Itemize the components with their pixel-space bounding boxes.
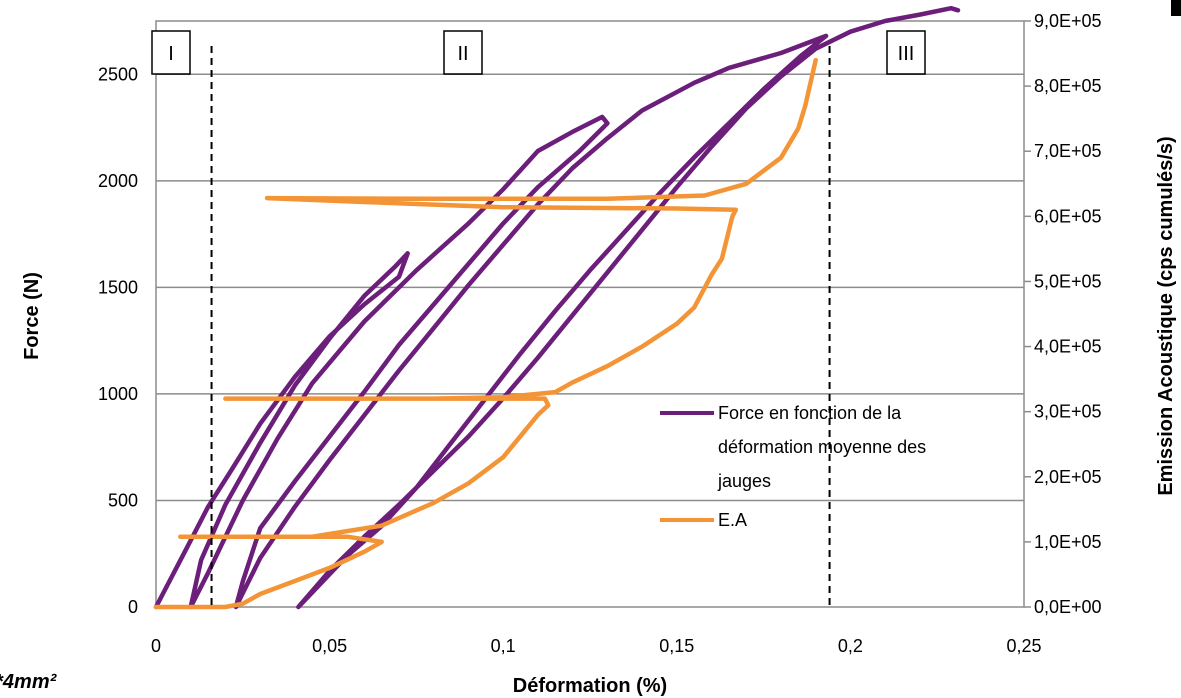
region-label: I bbox=[168, 43, 174, 65]
y-tick-label: 1000 bbox=[98, 384, 138, 404]
y-axis-title: Force (N) bbox=[21, 272, 43, 360]
legend: Force en fonction de la déformation moyen… bbox=[660, 403, 926, 530]
region-box bbox=[443, 30, 483, 75]
region-label: III bbox=[898, 43, 915, 65]
x-tick-label: 0,2 bbox=[838, 636, 863, 656]
y2-axis-title: Emission Acoustique (cps cumulés/s) bbox=[1155, 136, 1177, 495]
y2-tick-label: 7,0E+05 bbox=[1034, 141, 1102, 161]
x-tick-label: 0 bbox=[151, 636, 161, 656]
series-line bbox=[153, 5, 961, 610]
y-tick-label: 0 bbox=[128, 597, 138, 617]
y2-tick-label: 4,0E+05 bbox=[1034, 337, 1102, 357]
legend-label-force: Force en fonction de la déformation moyen… bbox=[717, 403, 926, 491]
region-box bbox=[151, 30, 191, 75]
y2-tick-label: 8,0E+05 bbox=[1034, 76, 1102, 96]
legend-label-ea: E.A bbox=[718, 510, 747, 530]
y2-tick-label: 3,0E+05 bbox=[1034, 402, 1102, 422]
y2-tick-label: 1,0E+05 bbox=[1034, 532, 1102, 552]
region-layer: I II III bbox=[151, 30, 926, 607]
y-tick-label: 2500 bbox=[98, 64, 138, 84]
x-tick-label: 0,15 bbox=[659, 636, 694, 656]
y-tick-label: 1500 bbox=[98, 277, 138, 297]
x-tick-label: 0,1 bbox=[491, 636, 516, 656]
partial-caption-text: 3*4mm² bbox=[0, 671, 58, 693]
edge-marker bbox=[1171, 0, 1181, 16]
y2-tick-label: 9,0E+05 bbox=[1034, 11, 1102, 31]
region-box bbox=[886, 30, 926, 75]
legend-label-line: Force en fonction de la bbox=[718, 403, 902, 423]
x-tick-label: 0,05 bbox=[312, 636, 347, 656]
y2-tick-label: 0,0E+00 bbox=[1034, 597, 1102, 617]
gridlines bbox=[156, 73, 1024, 502]
y2-tick-label: 2,0E+05 bbox=[1034, 467, 1102, 487]
plot-area-border bbox=[155, 20, 1025, 608]
series-layer bbox=[153, 5, 961, 610]
y-tick-label: 2000 bbox=[98, 171, 138, 191]
y2-tick-label: 6,0E+05 bbox=[1034, 206, 1102, 226]
series-line bbox=[153, 57, 818, 610]
y2-tick-label: 5,0E+05 bbox=[1034, 271, 1102, 291]
x-tick-label: 0,25 bbox=[1006, 636, 1041, 656]
x-axis-title: Déformation (%) bbox=[513, 675, 667, 697]
legend-label-line: déformation moyenne des bbox=[718, 437, 926, 457]
region-label: II bbox=[457, 43, 468, 65]
axis-layer: 0 500 1000 1500 2000 2500 0,0E+00 1,0E+05 2,0E+0… bbox=[98, 11, 1102, 656]
legend-label-line: jauges bbox=[717, 471, 771, 491]
y-tick-label: 500 bbox=[108, 490, 138, 510]
